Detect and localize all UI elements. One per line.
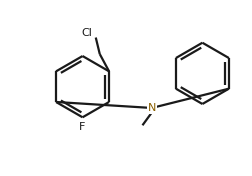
- Text: N: N: [147, 103, 155, 113]
- Text: Cl: Cl: [81, 28, 91, 38]
- Text: F: F: [79, 122, 85, 132]
